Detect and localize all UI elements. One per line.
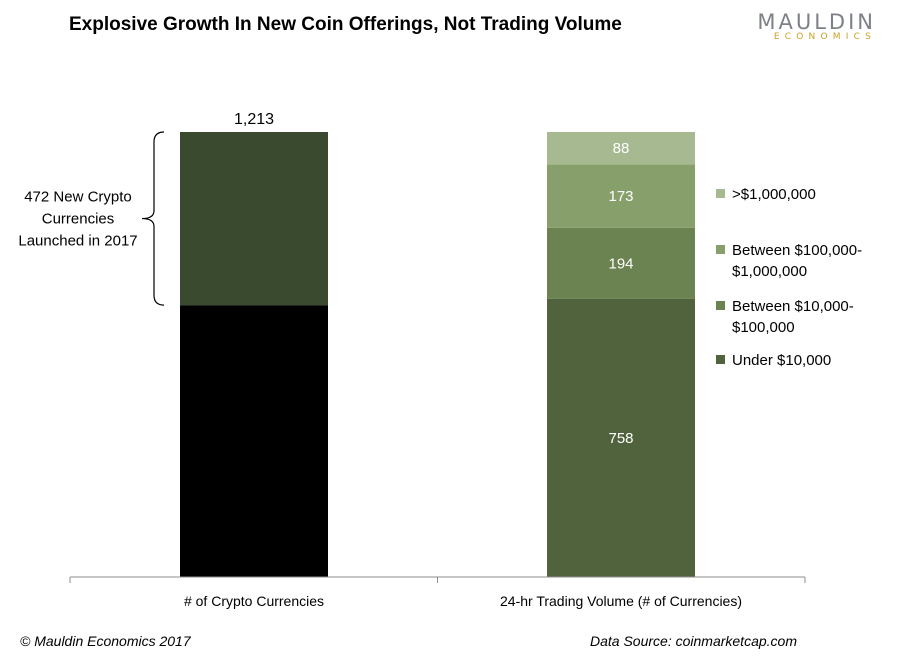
legend-swatch-0	[716, 189, 725, 198]
bar-total-label: 1,213	[234, 111, 274, 128]
legend-swatch-3	[716, 355, 725, 364]
bar-segment-1-1	[547, 227, 695, 299]
category-label: 24-hr Trading Volume (# of Currencies)	[500, 593, 742, 609]
segment-value-label: 758	[608, 430, 633, 447]
bar-segment-1-0	[547, 298, 695, 577]
bar-segment-1-3	[547, 132, 695, 165]
segment-value-label: 173	[608, 188, 633, 205]
segment-value-label: 194	[608, 255, 633, 272]
legend-label-1: Between $100,000-	[732, 242, 862, 259]
bar-segment-0-0	[180, 305, 328, 577]
bar-segment-0-1	[180, 132, 328, 306]
legend-label-3: Under $10,000	[732, 352, 831, 369]
legend-label-2: $100,000	[732, 319, 795, 336]
legend-swatch-2	[716, 301, 725, 310]
copyright-note: © Mauldin Economics 2017	[20, 633, 191, 649]
legend-label-2: Between $10,000-	[732, 298, 854, 315]
category-label: # of Crypto Currencies	[184, 593, 324, 609]
legend-label-1: $1,000,000	[732, 263, 807, 280]
annotation-text-line: Launched in 2017	[18, 233, 137, 250]
annotation-bracket	[141, 131, 165, 306]
segment-value-label: 88	[613, 140, 630, 157]
mauldin-economics-logo: MAULDIN ECONOMICS	[740, 10, 890, 42]
logo-sub-text: ECONOMICS	[773, 32, 876, 42]
legend-label-0: >$1,000,000	[732, 186, 816, 203]
chart-title: Explosive Growth In New Coin Offerings, …	[69, 14, 622, 35]
logo-main-text: MAULDIN	[757, 10, 876, 34]
data-source-note: Data Source: coinmarketcap.com	[590, 633, 797, 649]
legend-swatch-1	[716, 245, 725, 254]
annotation-text-line: 472 New Crypto	[24, 189, 132, 206]
bar-segment-1-2	[547, 164, 695, 228]
annotation-text-line: Currencies	[42, 211, 115, 228]
